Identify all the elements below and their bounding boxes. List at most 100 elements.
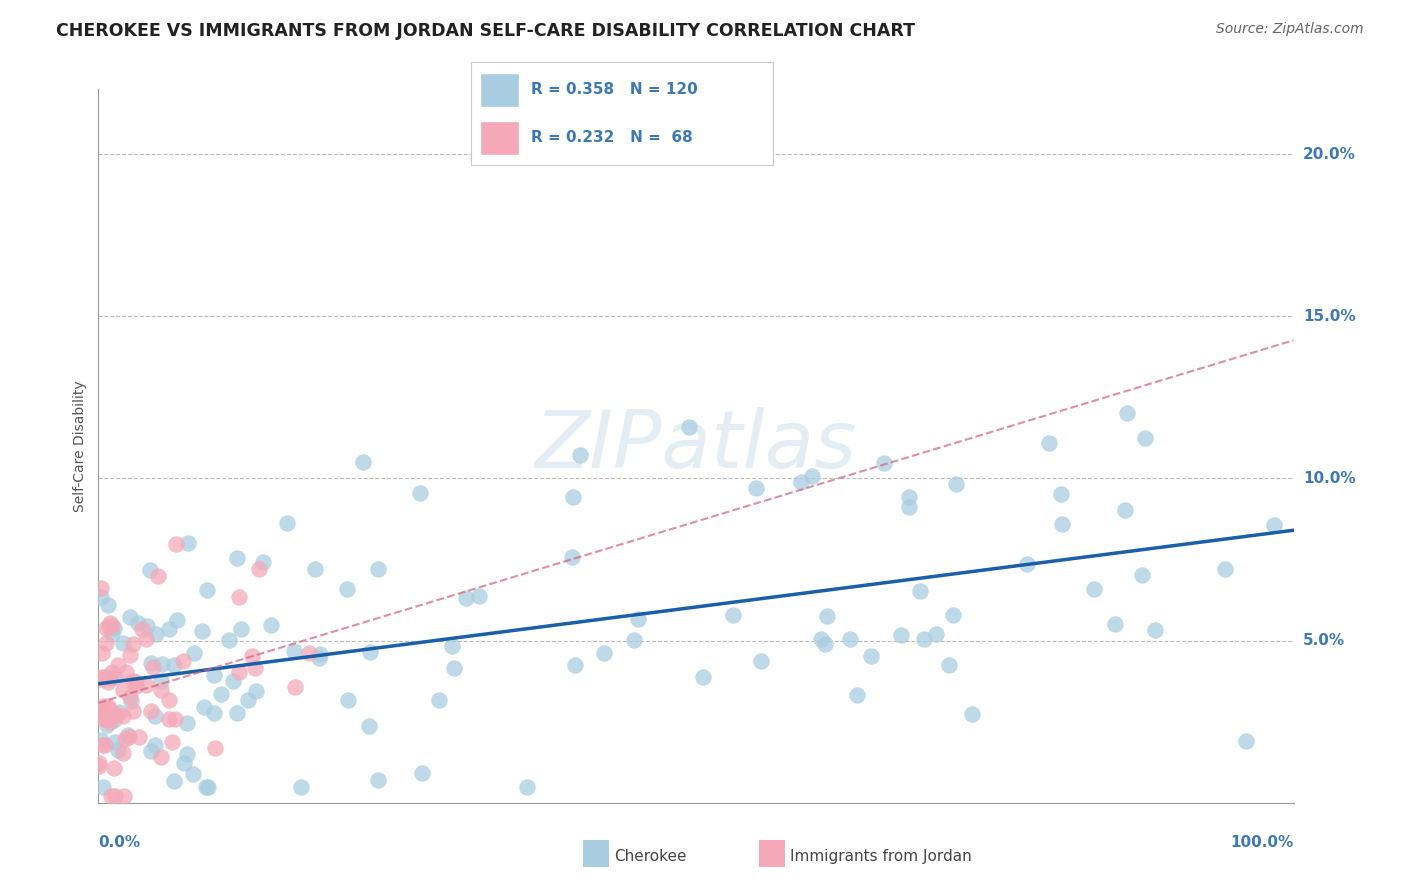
Point <box>94 622 117 636</box>
Point <box>97 701 120 715</box>
Point <box>98 671 121 685</box>
Point <box>135 678 157 692</box>
Point <box>1038 435 1060 450</box>
Point <box>89 672 111 686</box>
Point <box>176 747 198 762</box>
Point <box>247 562 270 576</box>
Point <box>112 636 135 650</box>
Point <box>97 699 120 714</box>
Point <box>945 477 967 491</box>
Point <box>90 590 112 604</box>
Point <box>359 645 381 659</box>
Point <box>195 780 218 794</box>
Point <box>259 618 281 632</box>
Point <box>561 550 583 565</box>
Point <box>692 670 714 684</box>
Point <box>441 639 464 653</box>
Text: 20.0%: 20.0% <box>1303 146 1355 161</box>
Point <box>197 582 219 597</box>
Point <box>166 613 188 627</box>
Text: 10.0%: 10.0% <box>1303 471 1355 486</box>
Text: R = 0.232   N =  68: R = 0.232 N = 68 <box>531 130 693 145</box>
Point <box>298 646 321 660</box>
Point <box>91 698 114 713</box>
Point <box>1015 557 1038 571</box>
Point <box>150 657 173 671</box>
Point <box>367 562 389 576</box>
Point <box>117 730 139 744</box>
Point <box>146 569 169 583</box>
Point <box>91 780 114 794</box>
Point <box>723 608 745 623</box>
Point <box>141 744 163 758</box>
Point <box>143 738 166 752</box>
Point <box>107 657 129 672</box>
Point <box>91 706 114 721</box>
Text: 15.0%: 15.0% <box>1303 309 1355 324</box>
Point <box>242 648 264 663</box>
Point <box>815 608 838 623</box>
Point <box>209 687 232 701</box>
Point <box>181 766 204 780</box>
Point <box>131 622 153 636</box>
Bar <box>479 121 519 155</box>
Point <box>103 713 125 727</box>
Point <box>845 688 868 702</box>
Point <box>236 693 259 707</box>
Point <box>114 731 136 746</box>
Point <box>105 707 128 722</box>
Point <box>229 623 252 637</box>
Point <box>801 468 824 483</box>
Point <box>98 714 121 729</box>
Point <box>678 419 700 434</box>
Point <box>149 750 172 764</box>
Point <box>157 623 180 637</box>
Text: 5.0%: 5.0% <box>1303 633 1346 648</box>
Point <box>157 693 180 707</box>
Point <box>942 608 965 623</box>
Point <box>790 475 813 490</box>
Point <box>90 705 112 719</box>
Point <box>104 670 127 684</box>
Point <box>409 486 432 500</box>
Point <box>121 637 143 651</box>
Point <box>121 705 143 719</box>
Point <box>1133 431 1156 445</box>
Point <box>749 654 772 668</box>
Point <box>163 658 186 673</box>
Point <box>125 679 148 693</box>
Point <box>103 762 125 776</box>
Point <box>90 581 112 595</box>
Point <box>117 727 139 741</box>
Point <box>222 673 245 688</box>
Point <box>112 789 135 804</box>
Point <box>890 628 912 642</box>
Point <box>120 610 142 624</box>
Point <box>283 644 305 658</box>
Point <box>284 680 307 694</box>
Point <box>145 627 167 641</box>
Point <box>173 756 195 770</box>
Point <box>873 456 896 470</box>
Point <box>243 661 266 675</box>
Point <box>143 709 166 723</box>
Point <box>218 632 240 647</box>
Text: 0.0%: 0.0% <box>98 835 141 850</box>
Point <box>898 491 921 505</box>
Point <box>814 637 837 651</box>
Point <box>962 707 984 722</box>
Point <box>139 704 162 718</box>
Point <box>177 535 200 549</box>
Point <box>443 660 465 674</box>
Point <box>108 705 131 719</box>
Point <box>125 674 148 689</box>
Point <box>623 633 645 648</box>
Point <box>245 684 267 698</box>
Point <box>202 667 225 681</box>
Point <box>908 584 931 599</box>
Point <box>226 706 249 720</box>
Bar <box>479 73 519 106</box>
Point <box>411 765 433 780</box>
Point <box>1263 517 1285 532</box>
Text: CHEROKEE VS IMMIGRANTS FROM JORDAN SELF-CARE DISABILITY CORRELATION CHART: CHEROKEE VS IMMIGRANTS FROM JORDAN SELF-… <box>56 22 915 40</box>
